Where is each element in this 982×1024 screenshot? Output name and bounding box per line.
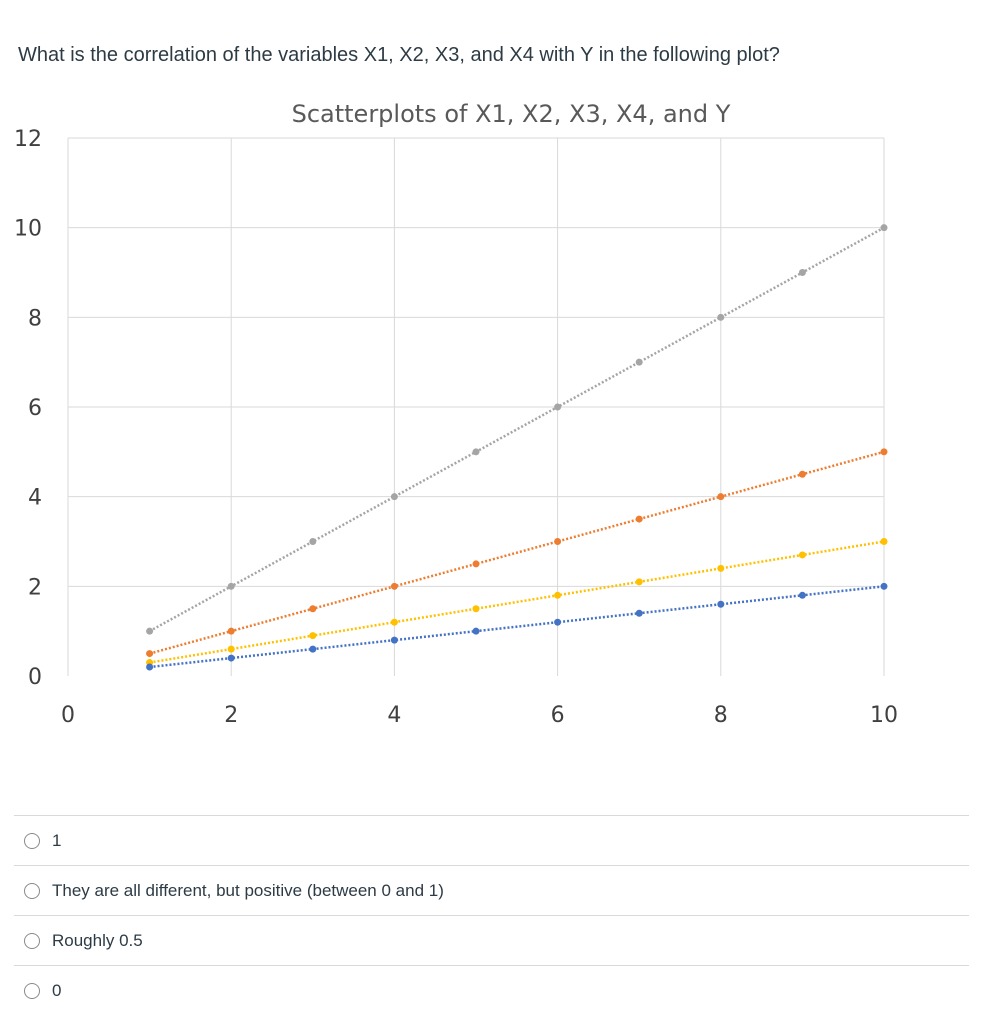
y-tick-label: 12 — [14, 127, 42, 152]
y-axis: 0 2 4 6 8 10 12 — [14, 127, 42, 690]
trendline — [148, 226, 885, 633]
data-point — [554, 538, 562, 545]
chart-series — [146, 224, 888, 671]
radio-button[interactable] — [24, 832, 40, 849]
data-point — [717, 313, 725, 321]
answer-option-1[interactable]: 1 — [14, 815, 969, 865]
data-point — [635, 358, 643, 366]
answer-option-3[interactable]: Roughly 0.5 — [14, 915, 969, 965]
data-point — [635, 609, 643, 617]
data-point — [635, 515, 643, 523]
data-point — [227, 582, 235, 590]
answer-label: They are all different, but positive (be… — [52, 880, 444, 900]
y-tick-label: 8 — [28, 306, 42, 331]
data-point — [227, 645, 235, 653]
data-point — [880, 448, 888, 456]
data-point — [880, 224, 888, 232]
scatter-chart: Scatterplots of X1, X2, X3, X4, and Y 0 2… — [14, 100, 898, 728]
data-point — [472, 560, 480, 568]
data-point — [390, 636, 398, 644]
data-point — [390, 618, 398, 626]
series-2 — [146, 448, 888, 658]
data-point — [146, 627, 154, 635]
x-tick-label: 10 — [870, 703, 898, 728]
data-point — [635, 578, 643, 586]
y-tick-label: 0 — [28, 665, 42, 690]
data-point — [146, 663, 154, 671]
data-point — [554, 403, 562, 411]
question-text: What is the correlation of the variables… — [18, 44, 780, 66]
x-axis: 0 2 4 6 8 10 — [61, 703, 898, 728]
data-point — [880, 582, 888, 590]
answer-option-2[interactable]: They are all different, but positive (be… — [14, 865, 969, 915]
data-point — [472, 605, 480, 613]
series-1 — [146, 224, 888, 635]
x-tick-label: 2 — [224, 703, 238, 728]
data-point — [309, 605, 317, 613]
chart-grid — [67, 137, 885, 676]
data-point — [717, 493, 725, 501]
data-point — [309, 632, 317, 640]
x-tick-label: 4 — [387, 703, 401, 728]
data-point — [880, 538, 888, 545]
y-tick-label: 2 — [28, 575, 42, 600]
data-point — [554, 618, 562, 626]
series-3 — [146, 538, 888, 667]
data-point — [472, 448, 480, 456]
data-point — [798, 551, 806, 559]
y-tick-label: 10 — [14, 217, 42, 242]
x-tick-label: 6 — [551, 703, 565, 728]
radio-button[interactable] — [24, 982, 40, 999]
data-point — [554, 591, 562, 599]
answer-label: 1 — [52, 830, 62, 850]
x-tick-label: 8 — [714, 703, 728, 728]
answer-option-4[interactable]: 0 — [14, 965, 969, 1015]
trendline — [149, 585, 885, 669]
data-point — [472, 627, 480, 635]
data-point — [227, 654, 235, 662]
answer-options: 1 They are all different, but positive (… — [14, 815, 969, 1015]
answer-label: Roughly 0.5 — [52, 930, 143, 950]
chart-title: Scatterplots of X1, X2, X3, X4, and Y — [292, 100, 731, 128]
data-point — [798, 591, 806, 599]
data-point — [717, 600, 725, 608]
series-4 — [146, 582, 888, 671]
data-point — [798, 269, 806, 276]
data-point — [309, 645, 317, 653]
trendline — [149, 450, 885, 655]
data-point — [798, 470, 806, 478]
data-point — [146, 650, 154, 658]
y-tick-label: 6 — [28, 396, 42, 421]
trendline — [149, 540, 885, 664]
data-point — [227, 627, 235, 635]
y-tick-label: 4 — [28, 486, 42, 511]
radio-button[interactable] — [24, 882, 40, 899]
answer-label: 0 — [52, 980, 62, 1000]
x-tick-label: 0 — [61, 703, 75, 728]
data-point — [390, 582, 398, 590]
data-point — [390, 493, 398, 501]
data-point — [309, 538, 317, 545]
data-point — [717, 564, 725, 572]
radio-button[interactable] — [24, 932, 40, 949]
